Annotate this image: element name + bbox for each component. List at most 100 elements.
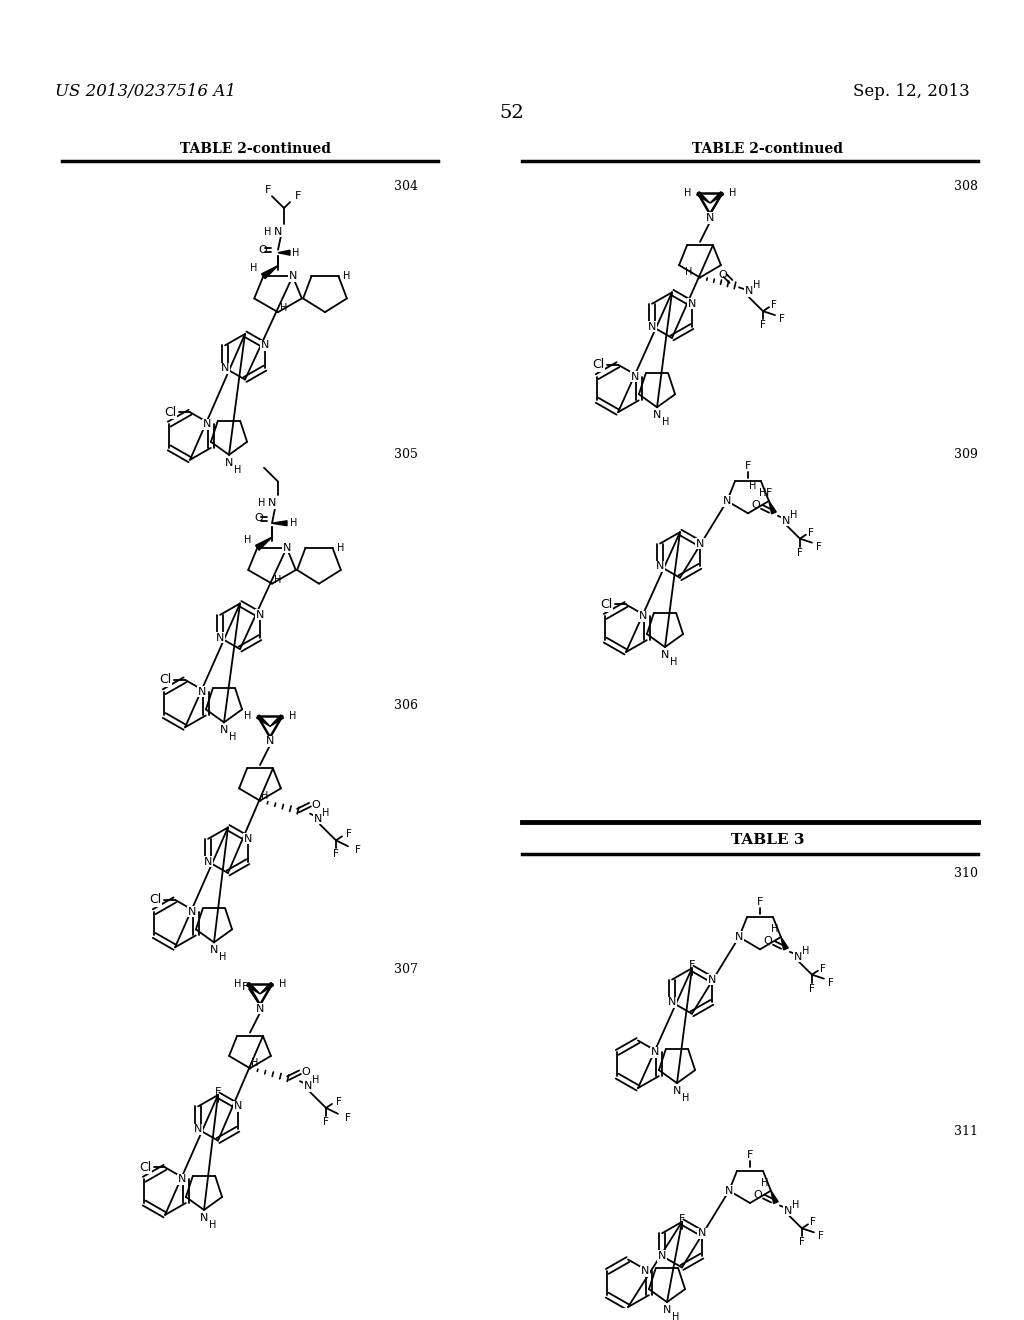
Text: F: F <box>323 1117 329 1127</box>
Text: N: N <box>177 1175 186 1184</box>
Text: F: F <box>766 488 772 498</box>
Text: N: N <box>663 1305 671 1315</box>
Text: 307: 307 <box>394 964 418 977</box>
Text: F: F <box>808 528 814 537</box>
Text: N: N <box>735 932 743 942</box>
Text: O: O <box>259 244 267 255</box>
Text: F: F <box>779 314 784 325</box>
Polygon shape <box>771 1191 778 1204</box>
Text: N: N <box>673 1086 681 1096</box>
Text: Cl: Cl <box>164 405 176 418</box>
Polygon shape <box>260 982 273 994</box>
Polygon shape <box>696 191 710 203</box>
Text: 304: 304 <box>394 181 418 193</box>
Polygon shape <box>261 265 278 279</box>
Text: H: H <box>244 535 251 545</box>
Text: H: H <box>292 248 299 257</box>
Text: N: N <box>273 227 283 236</box>
Text: N: N <box>233 1101 242 1111</box>
Text: F: F <box>818 1232 823 1241</box>
Text: H: H <box>682 1093 690 1104</box>
Text: N: N <box>204 857 212 867</box>
Text: N: N <box>653 411 662 420</box>
Text: N: N <box>187 907 196 916</box>
Text: H: H <box>229 733 237 742</box>
Text: H: H <box>281 304 288 313</box>
Text: 310: 310 <box>954 867 978 880</box>
Text: N: N <box>639 611 647 622</box>
Text: N: N <box>783 1205 793 1216</box>
Text: N: N <box>648 322 656 331</box>
Text: Cl: Cl <box>600 598 612 611</box>
Polygon shape <box>278 251 290 255</box>
Text: N: N <box>725 1185 733 1196</box>
Text: F: F <box>820 964 825 974</box>
Text: H: H <box>754 280 761 290</box>
Text: F: F <box>295 191 301 201</box>
Polygon shape <box>257 715 270 726</box>
Text: H: H <box>759 488 767 498</box>
Polygon shape <box>710 191 723 203</box>
Text: H: H <box>261 791 268 801</box>
Text: H: H <box>233 979 241 989</box>
Text: H: H <box>209 1220 217 1230</box>
Text: F: F <box>346 829 352 840</box>
Polygon shape <box>270 715 284 726</box>
Text: N: N <box>660 649 670 660</box>
Text: TABLE 2-continued: TABLE 2-continued <box>692 141 844 156</box>
Text: N: N <box>641 1266 649 1276</box>
Text: H: H <box>280 979 287 989</box>
Text: O: O <box>719 271 727 280</box>
Text: N: N <box>200 1213 208 1222</box>
Text: N: N <box>198 686 206 697</box>
Text: F: F <box>242 982 248 993</box>
Text: N: N <box>657 1251 667 1261</box>
Text: N: N <box>261 341 269 350</box>
Text: N: N <box>794 952 802 962</box>
Text: H: H <box>771 924 778 935</box>
Text: Cl: Cl <box>139 1160 152 1173</box>
Text: N: N <box>266 737 274 746</box>
Text: N: N <box>668 998 676 1007</box>
Text: H: H <box>290 519 297 528</box>
Text: N: N <box>313 813 323 824</box>
Text: H: H <box>258 499 265 508</box>
Text: F: F <box>336 1097 342 1107</box>
Text: F: F <box>355 845 360 855</box>
Text: H: H <box>343 272 350 281</box>
Text: H: H <box>244 711 251 722</box>
Text: F: F <box>679 1214 685 1224</box>
Text: N: N <box>203 420 211 429</box>
Text: H: H <box>685 267 692 276</box>
Text: H: H <box>663 417 670 428</box>
Polygon shape <box>769 502 776 513</box>
Text: N: N <box>256 610 264 620</box>
Text: H: H <box>234 465 242 475</box>
Text: O: O <box>752 500 760 510</box>
Text: F: F <box>333 849 339 859</box>
Text: H: H <box>729 189 736 198</box>
Text: H: H <box>761 1177 769 1188</box>
Text: F: F <box>744 461 752 471</box>
Text: TABLE 2-continued: TABLE 2-continued <box>180 141 332 156</box>
Text: H: H <box>802 946 810 956</box>
Text: N: N <box>781 516 791 525</box>
Text: F: F <box>265 185 271 195</box>
Text: F: F <box>809 983 815 994</box>
Polygon shape <box>781 937 788 950</box>
Text: N: N <box>221 363 229 374</box>
Text: N: N <box>220 725 228 735</box>
Text: 311: 311 <box>954 1125 978 1138</box>
Text: H: H <box>793 1200 800 1209</box>
Text: F: F <box>771 300 777 310</box>
Text: F: F <box>799 1237 805 1247</box>
Text: N: N <box>708 974 716 985</box>
Text: O: O <box>302 1068 310 1077</box>
Text: N: N <box>656 561 665 572</box>
Polygon shape <box>272 521 287 525</box>
Text: H: H <box>251 1059 259 1068</box>
Text: N: N <box>244 834 252 843</box>
Text: N: N <box>268 499 276 508</box>
Text: N: N <box>688 298 696 309</box>
Text: N: N <box>744 286 754 297</box>
